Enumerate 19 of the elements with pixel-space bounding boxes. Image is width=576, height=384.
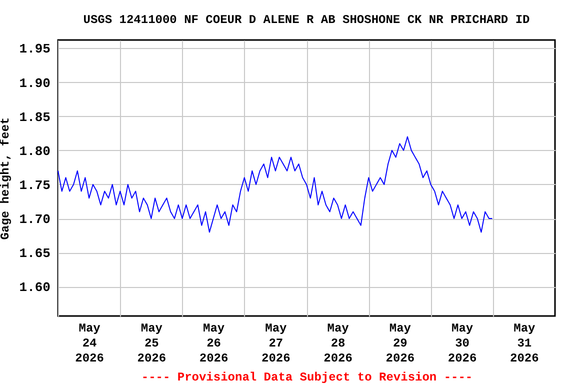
- x-tick-label: May 30 2026: [448, 322, 477, 366]
- x-tick-label: May 31 2026: [510, 322, 539, 366]
- y-tick-label: 1.60: [19, 280, 51, 296]
- x-tick-label: May 26 2026: [199, 322, 228, 366]
- text: ---- Provisional Data Subject to Revision ----: [141, 370, 473, 384]
- x-tick-label: May 28 2026: [324, 322, 352, 366]
- x-tick-label: May 24 2026: [75, 322, 104, 366]
- x-tick-label: May 25 2026: [137, 322, 166, 366]
- y-tick-label: 1.75: [19, 178, 51, 193]
- y-tick-label: 1.80: [19, 144, 51, 159]
- y-tick-label: 1.70: [19, 212, 51, 228]
- x-tick-label: May 27 2026: [262, 322, 290, 366]
- chart-title: USGS 12411000 NF COEUR D ALENE R AB SHOSHONE CK NR PRICHARD ID: [83, 13, 530, 27]
- y-tick-label: 1.85: [19, 110, 51, 125]
- y-tick-label: 1.65: [19, 246, 51, 262]
- x-tick-label: May 29 2026: [386, 322, 415, 366]
- y-tick-label: 1.90: [19, 76, 51, 91]
- y-tick-label: 1.95: [19, 42, 51, 57]
- line-series: [58, 136, 493, 233]
